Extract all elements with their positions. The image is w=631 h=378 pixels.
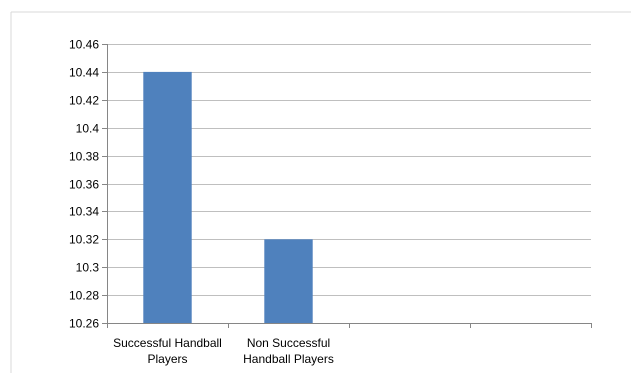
x-tick-label: Non Successful <box>247 336 330 350</box>
y-tick-labels: 10.26 10.28 10.3 10.32 10.34 10.36 10.38 10.4 10… <box>69 38 99 331</box>
y-tick-label: 10.36 <box>69 178 99 192</box>
y-tick-label: 10.42 <box>69 94 99 108</box>
x-tick-labels: Successful Handball Players Non Successful… <box>113 336 334 366</box>
y-tick-label: 10.4 <box>76 122 100 136</box>
y-tick-label: 10.28 <box>69 289 99 303</box>
x-tick-label: Players <box>147 352 187 366</box>
x-tick-label: Handball Players <box>243 352 334 366</box>
bar <box>264 239 313 323</box>
y-tick-label: 10.32 <box>69 233 99 247</box>
y-tick-label: 10.46 <box>69 38 99 52</box>
x-tick-label: Successful Handball <box>113 336 222 350</box>
bars <box>143 71 313 324</box>
y-tick-label: 10.26 <box>69 317 99 331</box>
axes <box>107 44 592 328</box>
y-tick-label: 10.44 <box>69 66 99 80</box>
bar <box>143 71 192 324</box>
y-tick-label: 10.38 <box>69 150 99 164</box>
y-tick-label: 10.34 <box>69 205 99 219</box>
y-tick-label: 10.3 <box>76 261 100 275</box>
